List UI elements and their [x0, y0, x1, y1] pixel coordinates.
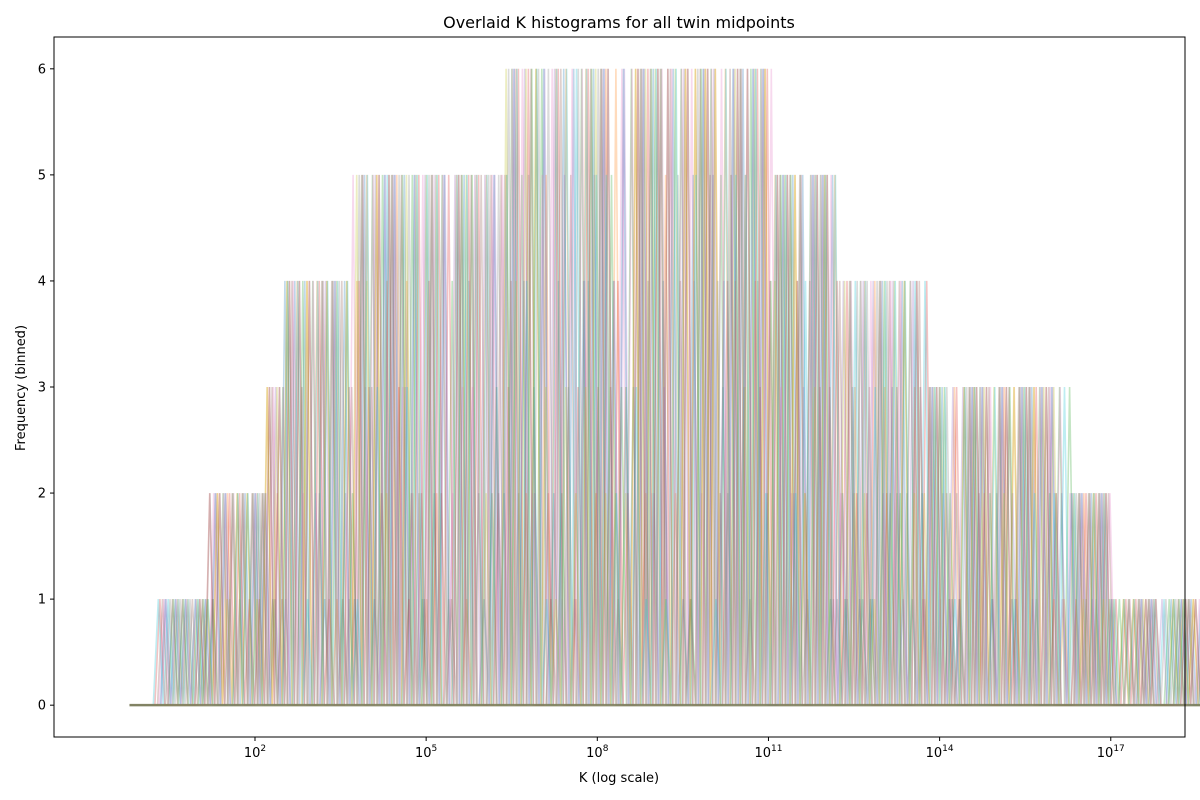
series-layer: [129, 68, 1200, 707]
y-tick-label: 6: [38, 62, 46, 77]
y-tick-label: 5: [38, 168, 46, 183]
x-tick-label: 108: [586, 744, 609, 761]
x-tick-label: 102: [244, 744, 266, 761]
x-tick-label: 1014: [926, 744, 954, 761]
x-axis-label: K (log scale): [579, 771, 659, 786]
x-tick-label: 105: [415, 744, 437, 761]
y-tick-label: 1: [38, 593, 46, 608]
y-tick-label: 0: [38, 699, 46, 714]
y-tick-label: 3: [38, 381, 46, 396]
x-axis: 102 105 108 1011 1014 1017: [244, 737, 1125, 761]
y-tick-label: 4: [38, 274, 46, 289]
x-tick-label: 1017: [1097, 744, 1125, 761]
y-tick-label: 2: [38, 487, 46, 502]
y-axis-label: Frequency (binned): [14, 325, 29, 451]
series-line: [129, 68, 1200, 707]
y-axis: 0 1 2 3 4 5 6: [38, 62, 54, 714]
x-tick-label: 1011: [754, 744, 782, 761]
chart-title: Overlaid K histograms for all twin midpo…: [443, 13, 795, 32]
plot-area: [129, 68, 1200, 707]
